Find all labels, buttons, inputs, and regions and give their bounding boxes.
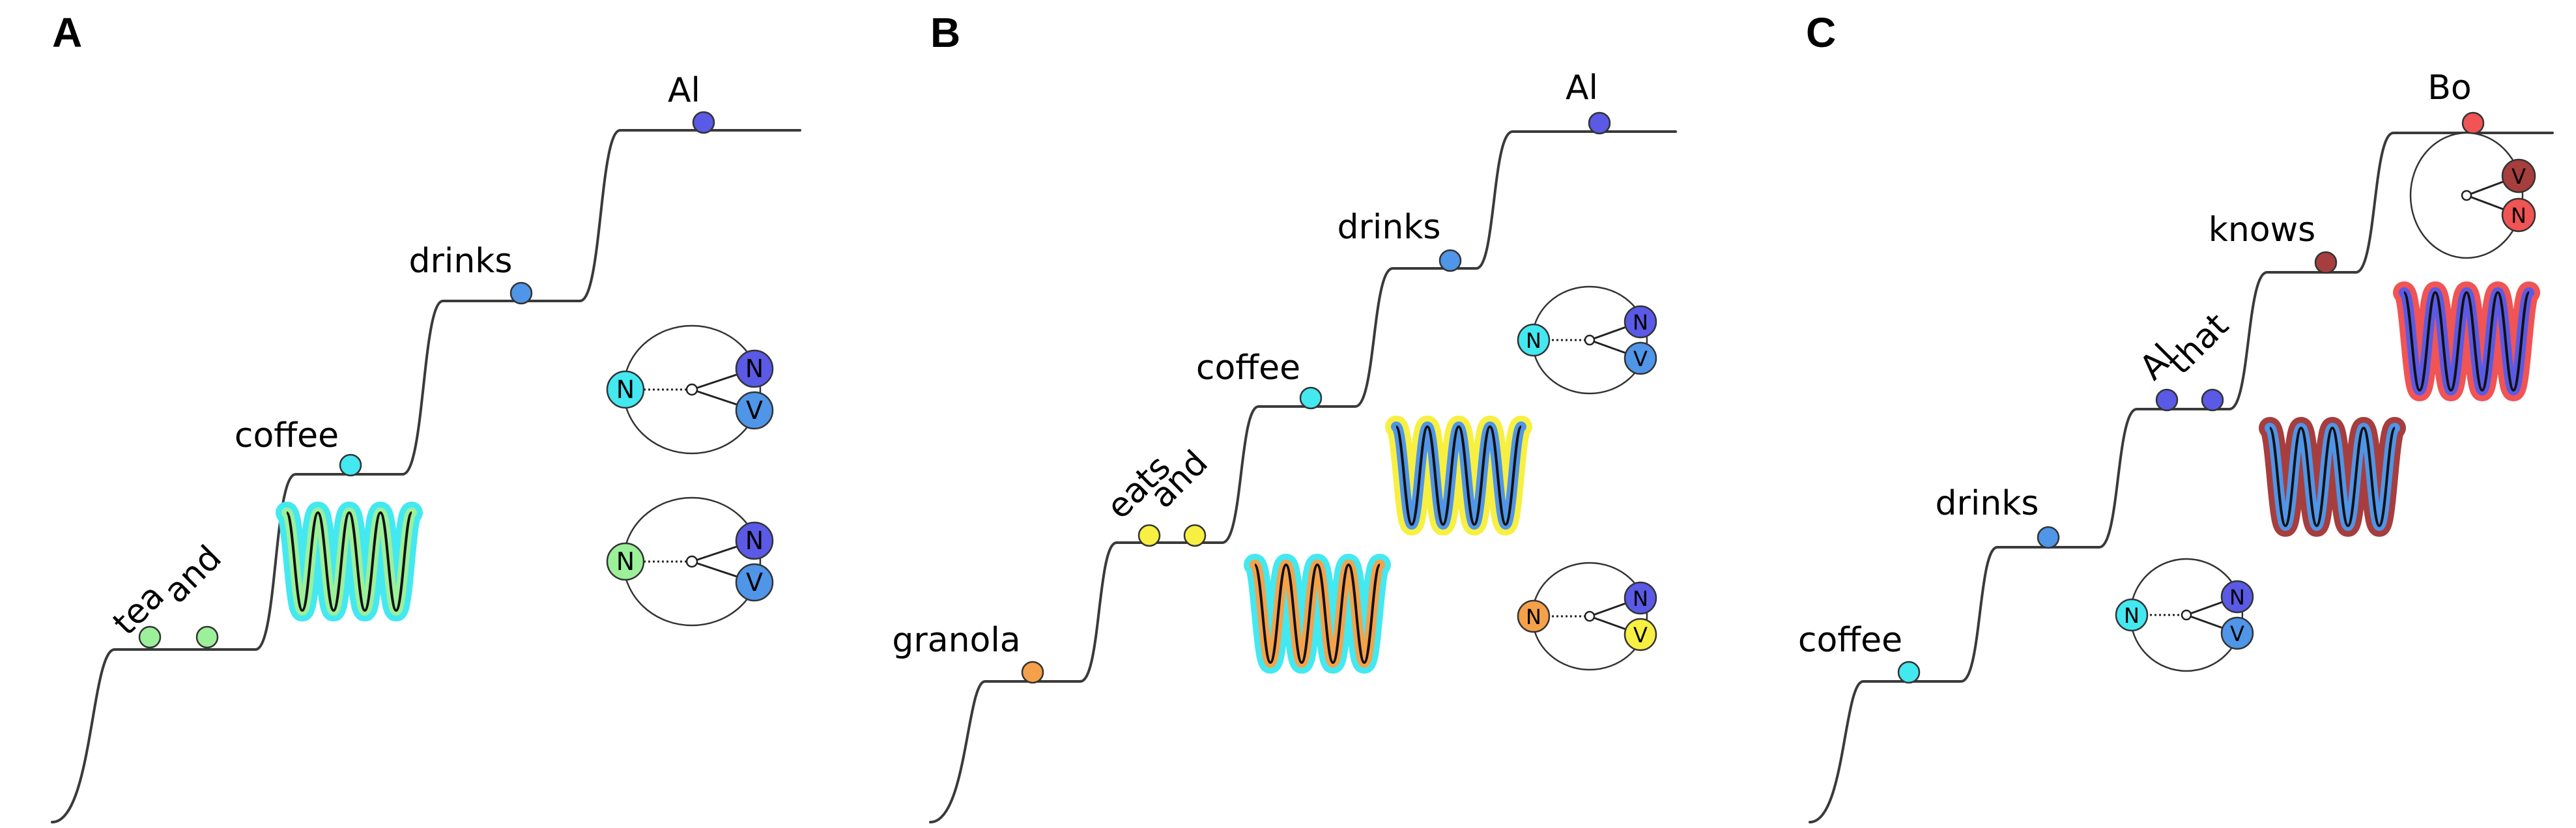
node-label: N: [1526, 328, 1541, 353]
node-v: [1624, 618, 1657, 651]
node-label: V: [1633, 347, 1648, 371]
word-dot-drinks: [509, 281, 533, 305]
node-n-left: [606, 370, 645, 409]
word-dot-drinks: [1438, 249, 1462, 272]
word-dot-granola: [1021, 661, 1044, 684]
staircase-b: [929, 130, 1677, 823]
word-dot-eats: [1138, 524, 1161, 547]
word-dot-al: [1588, 111, 1611, 135]
node-label: N: [745, 354, 764, 383]
word-label-bo: Bo: [2427, 68, 2472, 107]
word-dot-coffee: [1897, 661, 1921, 684]
node-n: [2501, 197, 2536, 233]
node-label: N: [616, 547, 635, 576]
word-dot-drinks: [2037, 526, 2060, 549]
word-label-coffee: coffee: [1196, 349, 1300, 388]
node-label: V: [2512, 164, 2526, 189]
node-n-left: [1517, 323, 1551, 357]
node-diagram-c1: V N: [2409, 132, 2536, 259]
node-diagram-b1: N N V: [1517, 285, 1657, 395]
node-diagram-c2: N N V: [2115, 558, 2254, 672]
panel-letter-c: C: [1806, 9, 1836, 56]
node-n-left: [1517, 599, 1551, 633]
word-dot-al: [692, 111, 715, 134]
node-label: N: [745, 526, 764, 555]
node-v: [2501, 158, 2536, 193]
node-n-left: [606, 542, 645, 581]
oscillation-wave-c1: [2404, 293, 2529, 390]
node-label: N: [1633, 586, 1648, 611]
word-dot-coffee: [339, 453, 362, 477]
node-label: N: [1526, 605, 1541, 629]
panel-letter-a: A: [52, 9, 82, 56]
word-label-drinks: drinks: [1338, 208, 1441, 247]
node-diagram-b2: N N V: [1517, 562, 1657, 671]
word-dot-coffee: [1299, 386, 1323, 410]
word-dot-that: [2201, 388, 2224, 412]
oscillation-wave-c2: [2270, 428, 2395, 526]
node-label: N: [2511, 203, 2526, 228]
node-n-top: [735, 521, 774, 560]
word-label-coffee: coffee: [1798, 621, 1902, 660]
panel-c: C coffee drinks Al that knows Bo: [1798, 9, 2554, 823]
node-label: V: [746, 396, 763, 425]
node-v: [1624, 341, 1657, 375]
node-diagram-a1: N N V: [606, 324, 774, 455]
node-label: V: [2230, 621, 2244, 646]
word-dot-and: [195, 625, 219, 649]
staircase-c: [1809, 132, 2554, 823]
word-dot-tea: [138, 625, 162, 649]
word-dot-and: [1183, 524, 1207, 547]
word-label-al: Al: [668, 71, 700, 110]
word-label-drinks: drinks: [1936, 484, 2039, 523]
panel-b: B granola eats and coffee drinks Al: [892, 9, 1677, 823]
staircase-a: [51, 129, 801, 823]
node-n-left: [2115, 598, 2149, 632]
word-label-al: Al: [1566, 68, 1598, 107]
oscillation-wave-b1: [1396, 427, 1521, 524]
panel-letter-b: B: [930, 9, 960, 56]
node-label: V: [1633, 623, 1648, 648]
word-label-knows: knows: [2209, 210, 2316, 250]
panel-a: A tea and coffee drinks Al: [51, 9, 801, 823]
node-label: N: [2124, 603, 2140, 628]
node-v: [2220, 616, 2254, 650]
node-n-top: [1624, 581, 1657, 615]
node-label: N: [1633, 310, 1648, 335]
node-v: [735, 563, 774, 602]
node-v: [735, 391, 774, 430]
node-n-top: [2220, 580, 2254, 614]
word-dot-bo: [2461, 111, 2485, 135]
word-dot-al: [2155, 388, 2179, 412]
node-label: N: [2229, 585, 2245, 610]
node-n-top: [735, 349, 774, 388]
oscillation-wave-a: [287, 513, 412, 610]
node-n-top: [1624, 305, 1657, 339]
oscillation-wave-b2: [1255, 565, 1380, 663]
word-dot-knows: [2314, 251, 2338, 274]
word-label-coffee: coffee: [235, 416, 339, 455]
node-diagram-a2: N N V: [606, 496, 774, 627]
word-label-granola: granola: [892, 621, 1020, 660]
node-label: N: [616, 375, 635, 404]
word-label-drinks: drinks: [409, 242, 513, 281]
node-label: V: [746, 568, 763, 597]
